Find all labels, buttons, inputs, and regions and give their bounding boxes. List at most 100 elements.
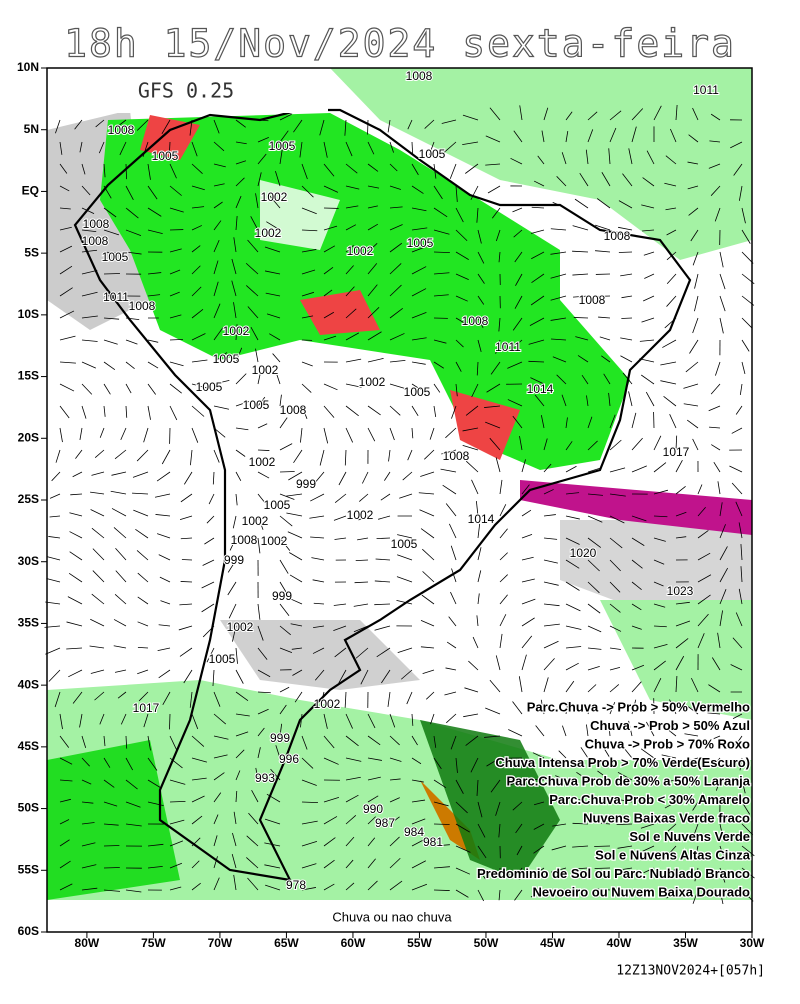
model-label: GFS 0.25 [138,79,234,103]
isobar-label: 1011 [495,340,521,354]
x-tick-label: 60W [341,936,366,950]
isobar-label: 1008 [231,533,258,547]
y-tick-label: 5N [24,122,39,136]
isobar-label: 1002 [249,455,276,469]
y-tick-label: 35S [18,616,39,630]
legend-item: Chuva -> Prob > 70% Roxo [585,736,750,751]
isobar-label: 1008 [406,69,433,83]
y-tick-label: 10S [18,307,39,321]
isobar-label: 1005 [404,385,431,399]
legend-item: Chuva -> Prob > 50% Azul [590,718,750,733]
isobar-label: 1002 [347,244,374,258]
x-tick-label: 75W [141,936,166,950]
legend-item: Nuvens Baixas Verde fraco [583,810,750,825]
isobar-label: 1023 [667,584,694,598]
isobar-label: 1008 [443,449,470,463]
x-tick-label: 45W [540,936,565,950]
map-title: 18h 15/Nov/2024 sexta-feira [64,22,736,66]
y-tick-label: 55S [18,862,39,876]
isobar-label: 1005 [391,537,418,551]
isobar-label: 1008 [280,403,307,417]
wind-arrow [126,164,127,179]
legend-item: Sol e Nuvens Verde [629,829,750,844]
wind-arrow [258,450,269,451]
y-tick-label: EQ [22,184,39,198]
isobar-label: 1014 [527,382,554,396]
y-tick-label: 40S [18,677,39,691]
isobar-label: 999 [224,553,244,567]
isobar-label: 1002 [223,324,250,338]
isobar-label: 1014 [468,512,495,526]
wind-arrow [181,581,192,582]
x-tick-label: 70W [208,936,233,950]
isobar-label: 1005 [419,147,446,161]
legend-item: Chuva Intensa Prob > 70% Verde(Escuro) [495,755,750,770]
isobar-label: 1008 [604,229,631,243]
wind-arrow [574,317,588,318]
isobar-label: 1008 [82,234,109,248]
isobar-label: 1008 [462,314,489,328]
isobar-label: 999 [272,589,292,603]
isobar-label: 1002 [261,190,288,204]
isobar-label: 1005 [407,236,434,250]
isobar-label: 996 [279,752,299,766]
isobar-label: 1005 [213,352,240,366]
y-tick-label: 25S [18,492,39,506]
isobar-label: 999 [296,477,316,491]
isobar-label: 999 [270,731,290,745]
y-tick-label: 45S [18,739,39,753]
isobar-label: 1002 [242,514,269,528]
isobar-label: 1011 [103,290,129,304]
isobar-label: 1002 [359,375,386,389]
wind-arrow [434,824,450,825]
isobar-label: 1008 [129,299,156,313]
isobar-label: 978 [286,878,306,892]
x-tick-label: 55W [407,936,432,950]
wind-arrow [104,273,120,274]
isobar-label: 993 [255,771,275,785]
isobar-label: 1005 [269,139,296,153]
legend-item: Parc.Chuva Prob < 30% Amarelo [549,792,750,807]
y-tick-label: 60S [18,924,39,938]
isobar-label: 1017 [133,701,160,715]
isobar-label: 1005 [264,498,291,512]
legend-item: Parc.Chuva Prob de 30% a 50% Laranja [507,773,751,788]
y-tick-label: 10N [17,60,39,74]
x-tick-label: 80W [75,936,100,950]
x-tick-label: 30W [740,936,765,950]
isobar-label: 1002 [255,226,282,240]
wind-arrow [104,867,120,868]
isobar-label: 1002 [347,508,374,522]
x-tick-label: 35W [673,936,698,950]
isobar-label: 984 [404,825,424,839]
y-tick-label: 20S [18,430,39,444]
wind-arrow [169,714,170,729]
legend-item: Predominio de Sol ou Parc. Nublado Branc… [477,866,750,881]
isobar-label: 1020 [570,546,597,560]
isobar-label: 981 [423,835,443,849]
isobar-label: 1011 [693,83,719,97]
isobar-label: 1005 [102,250,129,264]
isobar-label: 1008 [579,293,606,307]
legend-item: Sol e Nuvens Altas Cinza [595,847,751,862]
x-tick-label: 65W [274,936,299,950]
isobar-label: 1008 [108,123,135,137]
y-tick-label: 30S [18,554,39,568]
wind-arrow [434,890,450,891]
wind-arrow [594,846,610,847]
legend-item: Nevoeiro ou Nuvem Baixa Dourado [533,884,750,899]
isobar-label: 987 [375,816,395,830]
wind-arrow [104,845,119,846]
isobar-label: 1017 [663,445,690,459]
y-tick-label: 50S [18,801,39,815]
isobar-label: 1002 [227,620,254,634]
isobar-label: 1002 [314,697,341,711]
legend-item: Parc.Chuva -> Prob > 50% Vermelho [527,699,750,714]
isobar-label: 1008 [83,217,110,231]
isobar-label: 1005 [243,398,270,412]
isobar-label: 1005 [209,652,236,666]
isobar-label: 1002 [261,534,288,548]
footer-label: Chuva ou nao chuva [332,909,452,924]
run-label: 12Z13NOV2024+[057h] [616,964,765,979]
